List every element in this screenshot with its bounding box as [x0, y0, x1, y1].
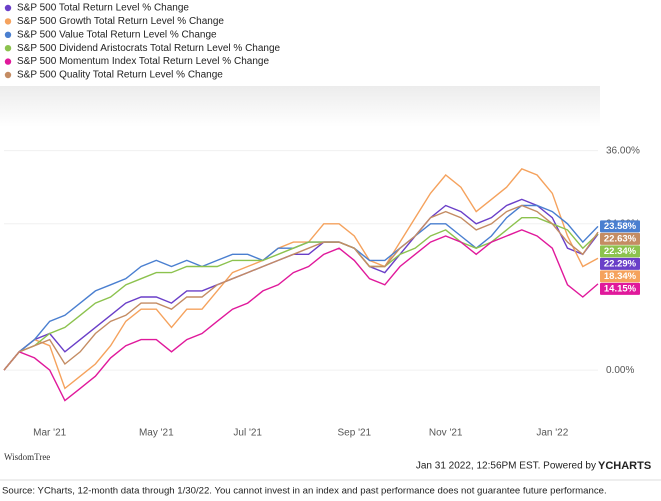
x-tick-label: Jul '21 [233, 428, 262, 439]
y-tick-label: 0.00% [606, 365, 634, 376]
value-tag [600, 257, 640, 270]
legend-swatch [4, 45, 12, 52]
x-tick-label: Nov '21 [429, 428, 463, 439]
value-tag [600, 282, 640, 295]
x-tick-label: Sep '21 [338, 428, 372, 439]
plot-background [0, 86, 600, 426]
x-tick-label: May '21 [139, 428, 174, 439]
legend-swatch [4, 4, 12, 12]
legend-label: S&P 500 Quality Total Return Level % Cha… [17, 70, 223, 81]
logo: WisdomTree [4, 452, 50, 462]
y-tick-label: 36.00% [606, 145, 640, 156]
series-line [3, 217, 599, 371]
value-label: 22.63% [604, 233, 637, 244]
value-label: 23.58% [604, 221, 637, 232]
value-label: 22.29% [604, 258, 637, 269]
legend-label: S&P 500 Dividend Aristocrats Total Retur… [17, 43, 281, 54]
x-tick-label: Jan '22 [536, 428, 568, 439]
series-line [3, 168, 599, 390]
credit: Jan 31 2022, 12:56PM EST. Powered by [416, 461, 596, 472]
value-label: 14.15% [604, 283, 637, 294]
x-tick-label: Mar '21 [33, 428, 66, 439]
value-label: 18.34% [604, 271, 637, 282]
series-line [3, 198, 599, 371]
value-tag [600, 220, 640, 233]
legend-swatch [4, 71, 12, 79]
brand: YCHARTS [598, 460, 651, 472]
value-tag [600, 270, 640, 283]
legend-label: S&P 500 Total Return Level % Change [17, 3, 189, 14]
legend-label: S&P 500 Momentum Index Total Return Leve… [17, 56, 269, 67]
legend-swatch [4, 58, 12, 65]
value-tag [600, 245, 640, 258]
source: Source: YCharts, 12-month data through 1… [2, 486, 607, 497]
series-line [3, 204, 599, 371]
legend-swatch [4, 18, 12, 25]
legend-swatch [4, 31, 12, 38]
legend-label: S&P 500 Growth Total Return Level % Chan… [17, 16, 224, 27]
series-line [3, 229, 599, 402]
value-tag [600, 232, 640, 245]
legend-label: S&P 500 Value Total Return Level % Chang… [17, 29, 217, 40]
value-label: 22.34% [604, 246, 637, 257]
